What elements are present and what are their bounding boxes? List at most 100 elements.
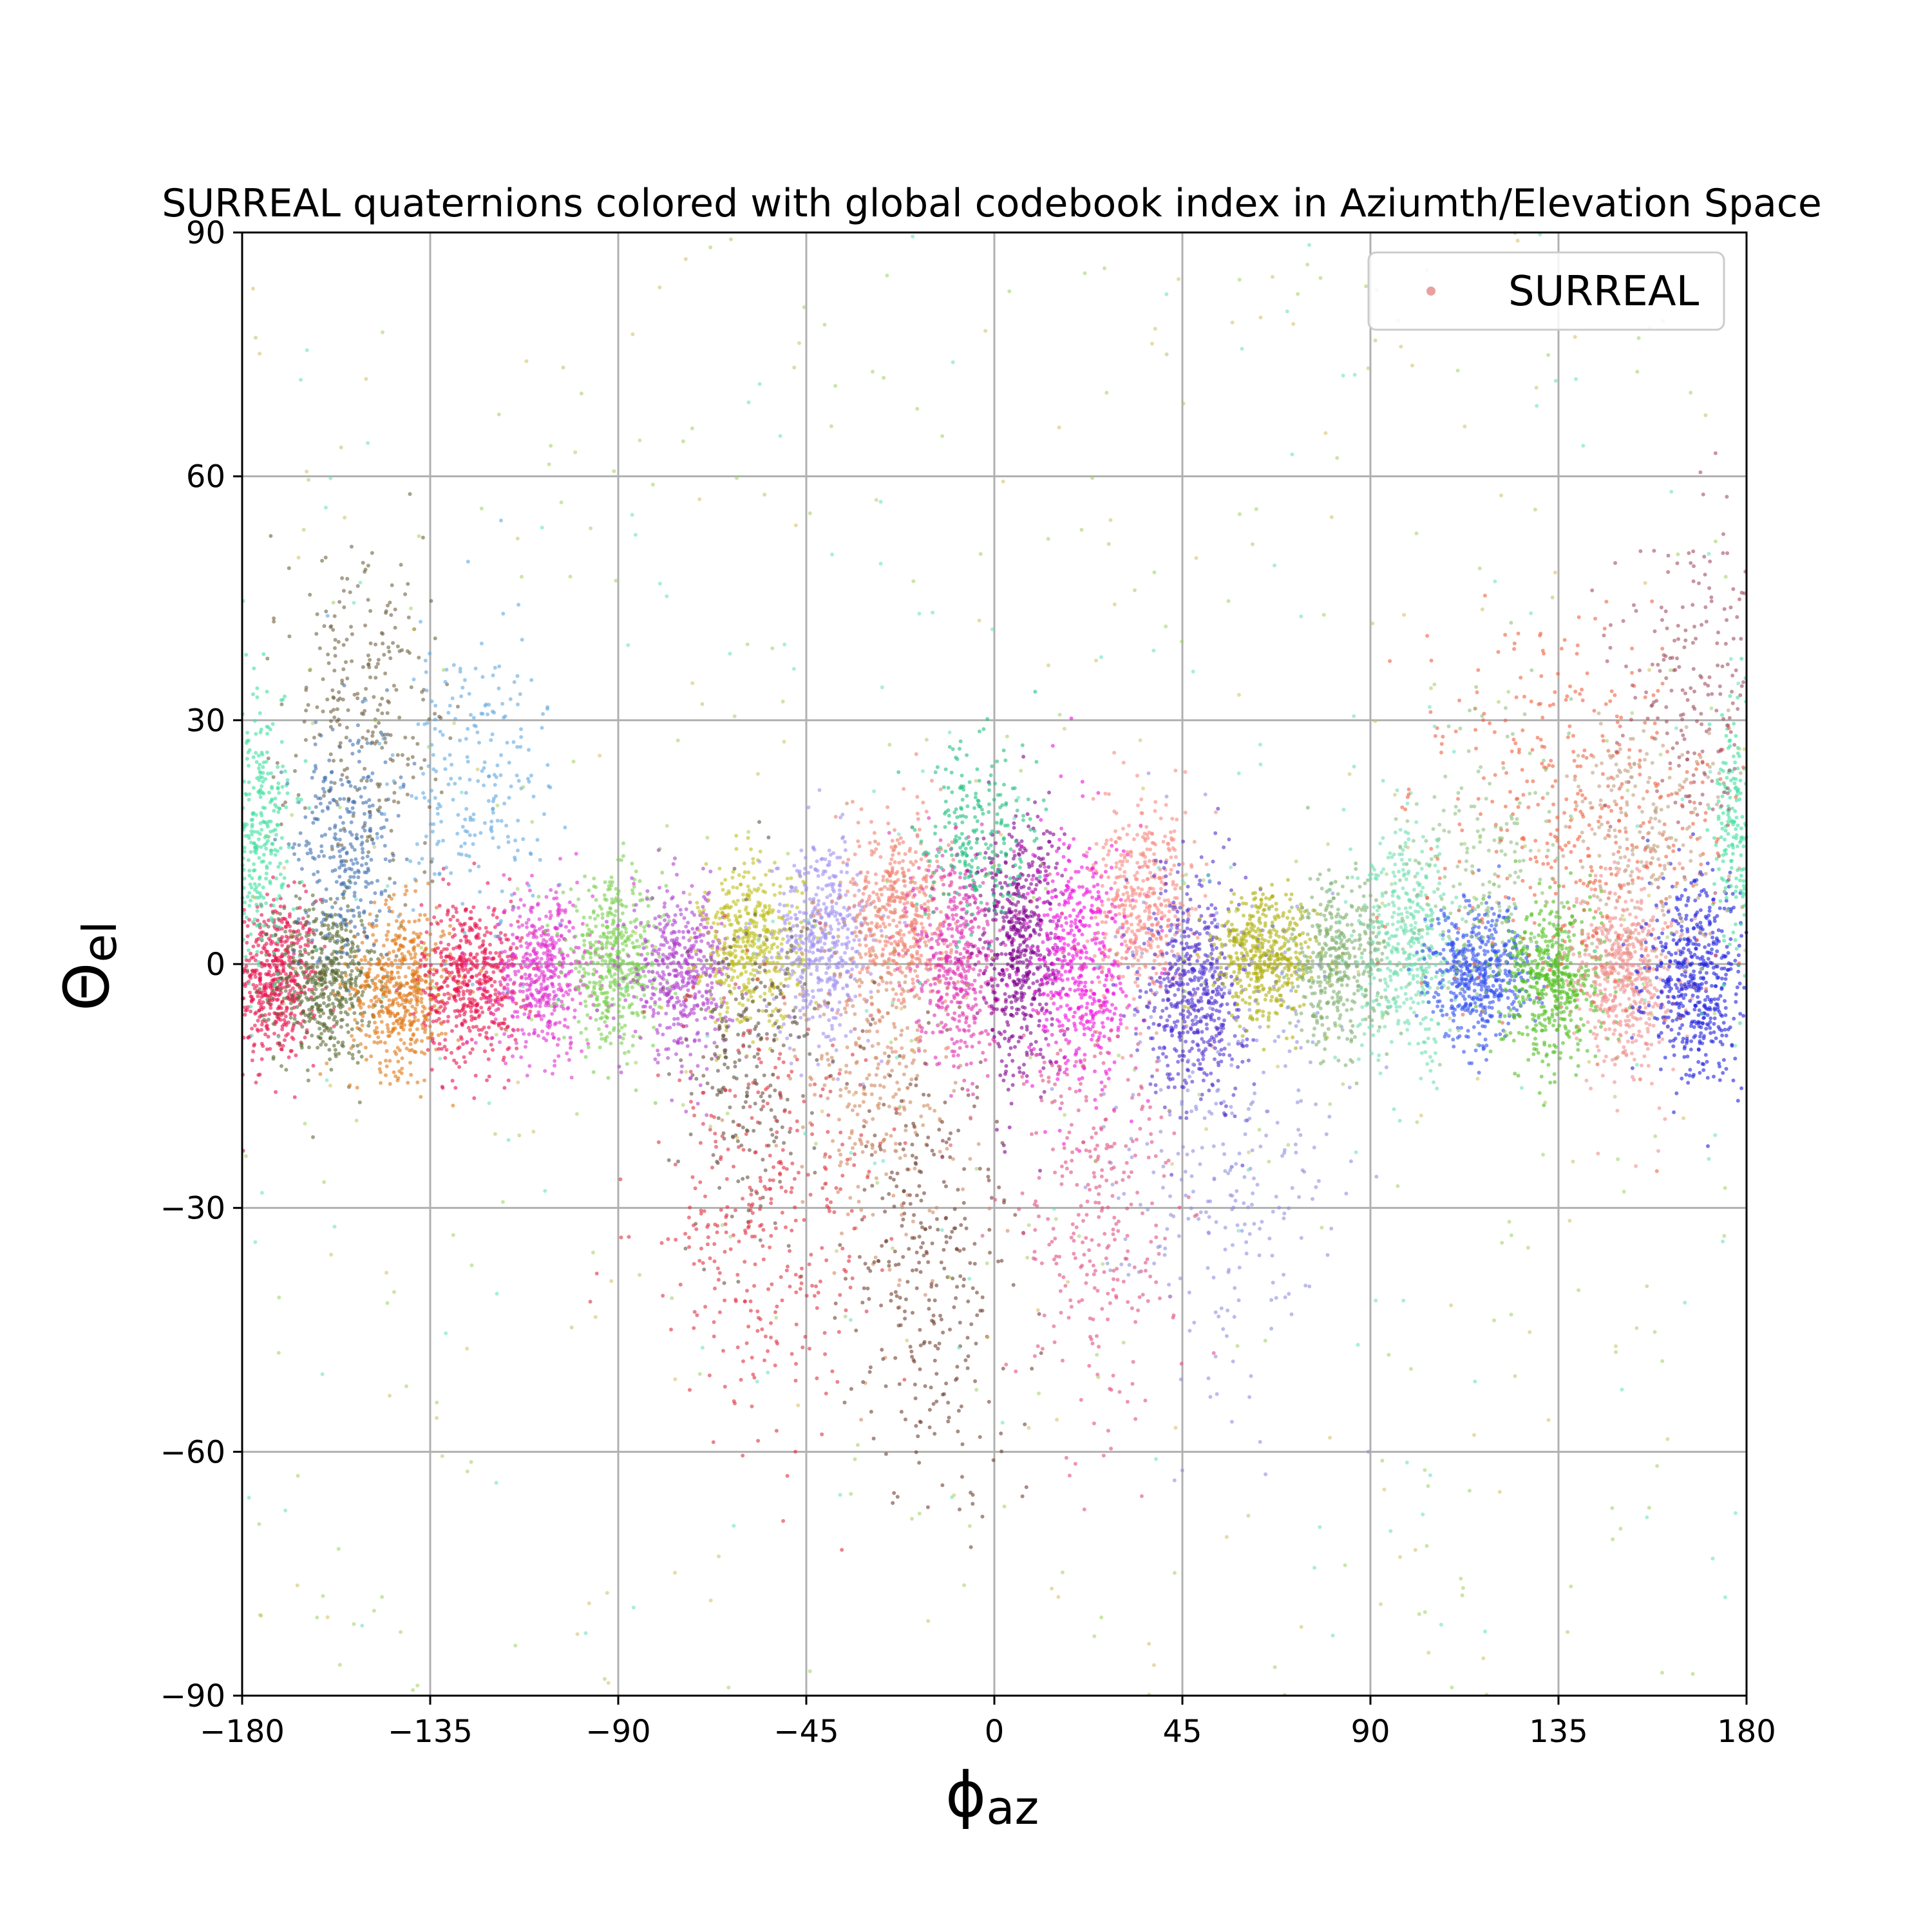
scatter-point: [479, 981, 484, 986]
scatter-point: [690, 927, 695, 931]
scatter-point: [710, 946, 714, 951]
scatter-point: [941, 923, 945, 928]
scatter-point: [511, 963, 515, 968]
scatter-point: [472, 861, 477, 866]
scatter-point: [811, 1015, 815, 1019]
scatter-point: [621, 922, 626, 927]
scatter-point: [852, 938, 857, 942]
scatter-point: [756, 886, 761, 891]
scatter-point: [298, 896, 302, 901]
scatter-point: [524, 1039, 528, 1044]
scatter-point: [914, 920, 919, 925]
scatter-point: [809, 972, 813, 976]
scatter-point: [591, 960, 595, 965]
scatter-point: [687, 970, 691, 974]
scatter-point: [305, 1068, 310, 1072]
scatter-point: [515, 946, 519, 951]
scatter-point: [594, 924, 598, 929]
scatter-point: [767, 1019, 772, 1023]
scatter-point: [817, 898, 821, 903]
scatter-point: [488, 994, 493, 998]
scatter-point: [645, 952, 650, 956]
scatter-point: [877, 898, 882, 903]
scatter-point: [312, 992, 316, 996]
scatter-point: [515, 1046, 519, 1050]
scatter-point: [604, 975, 609, 980]
scatter-point: [735, 886, 739, 890]
scatter-point: [247, 918, 251, 922]
scatter-point: [436, 922, 440, 926]
scatter-point: [525, 994, 529, 998]
scatter-point: [894, 1050, 898, 1054]
scatter-point: [489, 1036, 494, 1041]
scatter-point: [603, 880, 607, 884]
scatter-point: [563, 1018, 567, 1022]
scatter-point: [578, 1001, 583, 1006]
scatter-point: [823, 857, 828, 862]
scatter-point: [725, 1005, 730, 1010]
scatter-point: [667, 956, 671, 960]
scatter-point: [577, 970, 582, 974]
scatter-point: [656, 1011, 661, 1016]
scatter-point: [642, 1015, 647, 1019]
scatter-point: [735, 1018, 739, 1021]
scatter-point: [582, 943, 587, 947]
scatter-point: [408, 1042, 413, 1046]
scatter-point: [902, 870, 906, 875]
scatter-point: [292, 1095, 297, 1099]
scatter-point: [663, 938, 668, 942]
scatter-point: [722, 950, 726, 954]
scatter-point: [625, 1062, 629, 1066]
scatter-point: [608, 887, 612, 891]
scatter-point: [376, 961, 381, 966]
scatter-point: [333, 1048, 337, 1052]
scatter-point: [558, 1020, 562, 1025]
scatter-point: [833, 815, 838, 819]
scatter-point: [795, 923, 800, 928]
scatter-point: [412, 948, 416, 952]
scatter-point: [353, 1018, 357, 1022]
scatter-point: [665, 913, 669, 917]
scatter-point: [886, 902, 890, 907]
scatter-point: [348, 992, 352, 997]
scatter-point: [368, 912, 372, 916]
scatter-point: [391, 1027, 395, 1031]
scatter-point: [829, 1023, 834, 1028]
scatter-point: [617, 983, 621, 987]
scatter-point: [884, 907, 888, 912]
scatter-point: [599, 1032, 603, 1037]
scatter-point: [880, 915, 884, 920]
scatter-point: [526, 918, 531, 922]
scatter-point: [323, 977, 327, 981]
scatter-point: [741, 875, 746, 879]
scatter-point: [310, 893, 315, 898]
scatter-point: [802, 918, 806, 923]
scatter-point: [887, 922, 892, 927]
scatter-point: [694, 935, 699, 940]
scatter-point: [460, 966, 464, 970]
scatter-point: [266, 924, 270, 929]
scatter-point: [468, 953, 473, 958]
scatter-point: [881, 947, 886, 952]
scatter-point: [513, 972, 518, 977]
scatter-point: [848, 913, 852, 917]
scatter-point: [318, 932, 323, 936]
scatter-point: [646, 904, 650, 908]
scatter-point: [551, 946, 555, 951]
scatter-point: [878, 939, 882, 943]
scatter-point: [359, 1042, 363, 1046]
scatter-point: [582, 982, 587, 987]
scatter-point: [914, 752, 918, 756]
scatter-point: [319, 1008, 323, 1012]
scatter-point: [693, 992, 697, 996]
scatter-point: [704, 1045, 708, 1048]
scatter-point: [409, 1073, 413, 1077]
scatter-point: [656, 1052, 661, 1057]
scatter-point: [426, 986, 430, 990]
scatter-point: [831, 851, 836, 855]
scatter-point: [298, 921, 303, 925]
scatter-point: [686, 920, 690, 925]
scatter-point: [404, 889, 409, 893]
scatter-point: [290, 1028, 294, 1033]
scatter-point: [494, 951, 498, 955]
